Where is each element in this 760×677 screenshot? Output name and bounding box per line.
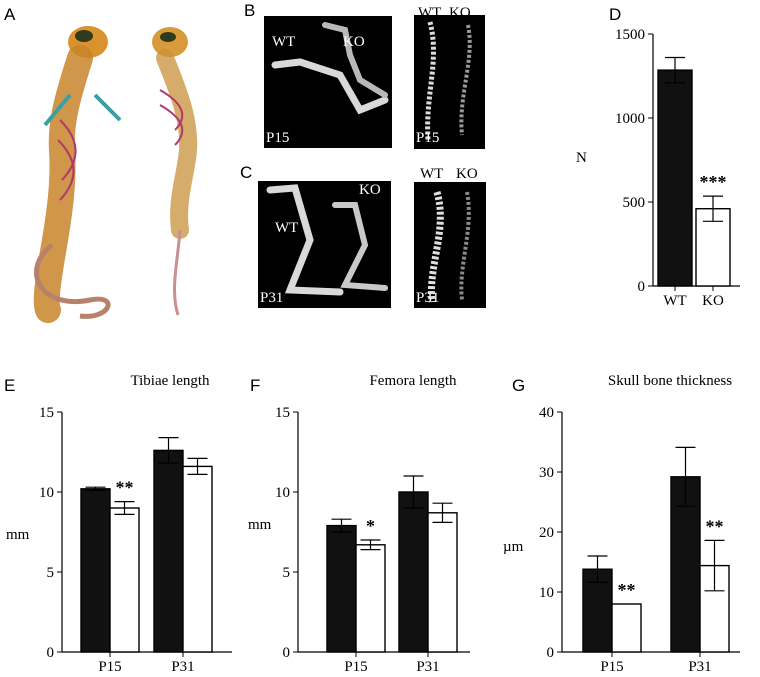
f-y-tick-label: 0 xyxy=(283,645,291,661)
d-y-tick-label: 1500 xyxy=(615,27,645,43)
g-title: Skull bone thickness xyxy=(608,373,732,389)
c-spine-xray: WT KO P31 xyxy=(414,166,486,308)
g-y-label: µm xyxy=(503,539,524,555)
e-y-tick-label: 15 xyxy=(39,405,54,421)
panel-label-d: D xyxy=(609,5,621,24)
e-y-tick-label: 0 xyxy=(47,645,55,661)
g-significance-label: ** xyxy=(618,580,636,600)
d-bar xyxy=(657,69,693,287)
d-significance-label: *** xyxy=(700,172,727,192)
d-y-label: N xyxy=(576,150,587,166)
c-spine-ko-label: KO xyxy=(456,166,478,182)
chart-g-skull-thickness: 0 10 20 30 40 Skull bone thickness µm P15 P31 ** *… xyxy=(503,373,740,675)
c-ko-label: KO xyxy=(359,182,381,198)
panel-label-a: A xyxy=(4,5,16,24)
g-bar xyxy=(611,603,642,653)
panel-label-c: C xyxy=(240,163,252,182)
b-spine-ko-label: KO xyxy=(449,5,471,21)
e-significance-label: ** xyxy=(116,478,134,498)
e-y-tick-label: 5 xyxy=(47,565,55,581)
c-wt-label: WT xyxy=(275,220,298,236)
panel-label-b: B xyxy=(244,1,255,20)
ko-mouse-skeleton xyxy=(152,27,198,316)
b-wt-label: WT xyxy=(272,34,295,50)
wt-mouse-skeleton xyxy=(33,26,122,323)
b-spine-age-label: P15 xyxy=(416,130,439,146)
panel-label-f: F xyxy=(250,376,260,395)
b-femur-tibia-xray: WT KO P15 xyxy=(264,16,392,148)
e-x-tick-label: P31 xyxy=(171,659,194,675)
panel-label-g: G xyxy=(512,376,525,395)
e-x-tick-label: P15 xyxy=(98,659,121,675)
f-x-tick-label: P31 xyxy=(416,659,439,675)
f-y-tick-label: 10 xyxy=(275,485,290,501)
g-y-tick-label: 0 xyxy=(547,645,555,661)
f-bar xyxy=(355,544,386,653)
f-significance-label: * xyxy=(366,516,375,536)
panel-label-e: E xyxy=(4,376,15,395)
f-bar xyxy=(427,512,458,653)
e-bar xyxy=(109,507,140,653)
e-bar xyxy=(182,465,213,653)
e-bar xyxy=(80,488,111,653)
g-y-tick-label: 40 xyxy=(539,405,554,421)
g-y-tick-label: 10 xyxy=(539,585,554,601)
e-y-label: mm xyxy=(6,527,30,543)
b-age-label: P15 xyxy=(266,130,289,146)
g-y-tick-label: 20 xyxy=(539,525,554,541)
f-y-tick-label: 5 xyxy=(283,565,291,581)
g-significance-label: ** xyxy=(706,516,724,536)
c-spine-wt-label: WT xyxy=(420,166,443,182)
d-y-tick-label: 1000 xyxy=(615,111,645,127)
chart-e-tibiae-length: 0 5 10 15 Tibiae length mm P15 P31 ** xyxy=(6,373,232,675)
b-spine-wt-label: WT xyxy=(418,5,441,21)
chart-d-bar: 0 500 1000 1500 N WT KO *** xyxy=(576,27,740,309)
f-bar xyxy=(398,491,429,653)
g-y-tick-label: 30 xyxy=(539,465,554,481)
g-x-tick-label: P15 xyxy=(600,659,623,675)
e-bar xyxy=(153,449,184,653)
f-y-label: mm xyxy=(248,517,272,533)
d-y-tick-label: 0 xyxy=(638,279,646,295)
f-x-tick-label: P15 xyxy=(344,659,367,675)
f-title: Femora length xyxy=(369,373,457,389)
d-x-tick-label: KO xyxy=(702,293,724,309)
chart-f-femora-length: 0 5 10 15 Femora length mm P15 P31 * xyxy=(248,373,470,675)
c-age-label: P31 xyxy=(260,290,283,306)
f-y-tick-label: 15 xyxy=(275,405,290,421)
d-y-tick-label: 500 xyxy=(623,195,646,211)
skeleton-photo xyxy=(33,26,198,323)
f-bar xyxy=(326,524,357,653)
e-y-tick-label: 10 xyxy=(39,485,54,501)
b-ko-label: KO xyxy=(343,34,365,50)
g-x-tick-label: P31 xyxy=(688,659,711,675)
b-spine-xray: WT KO P15 xyxy=(414,5,485,149)
e-title: Tibiae length xyxy=(130,373,210,389)
c-femur-tibia-xray: WT KO P31 xyxy=(258,181,391,308)
c-spine-age-label: P31 xyxy=(416,290,439,306)
d-x-tick-label: WT xyxy=(663,293,686,309)
